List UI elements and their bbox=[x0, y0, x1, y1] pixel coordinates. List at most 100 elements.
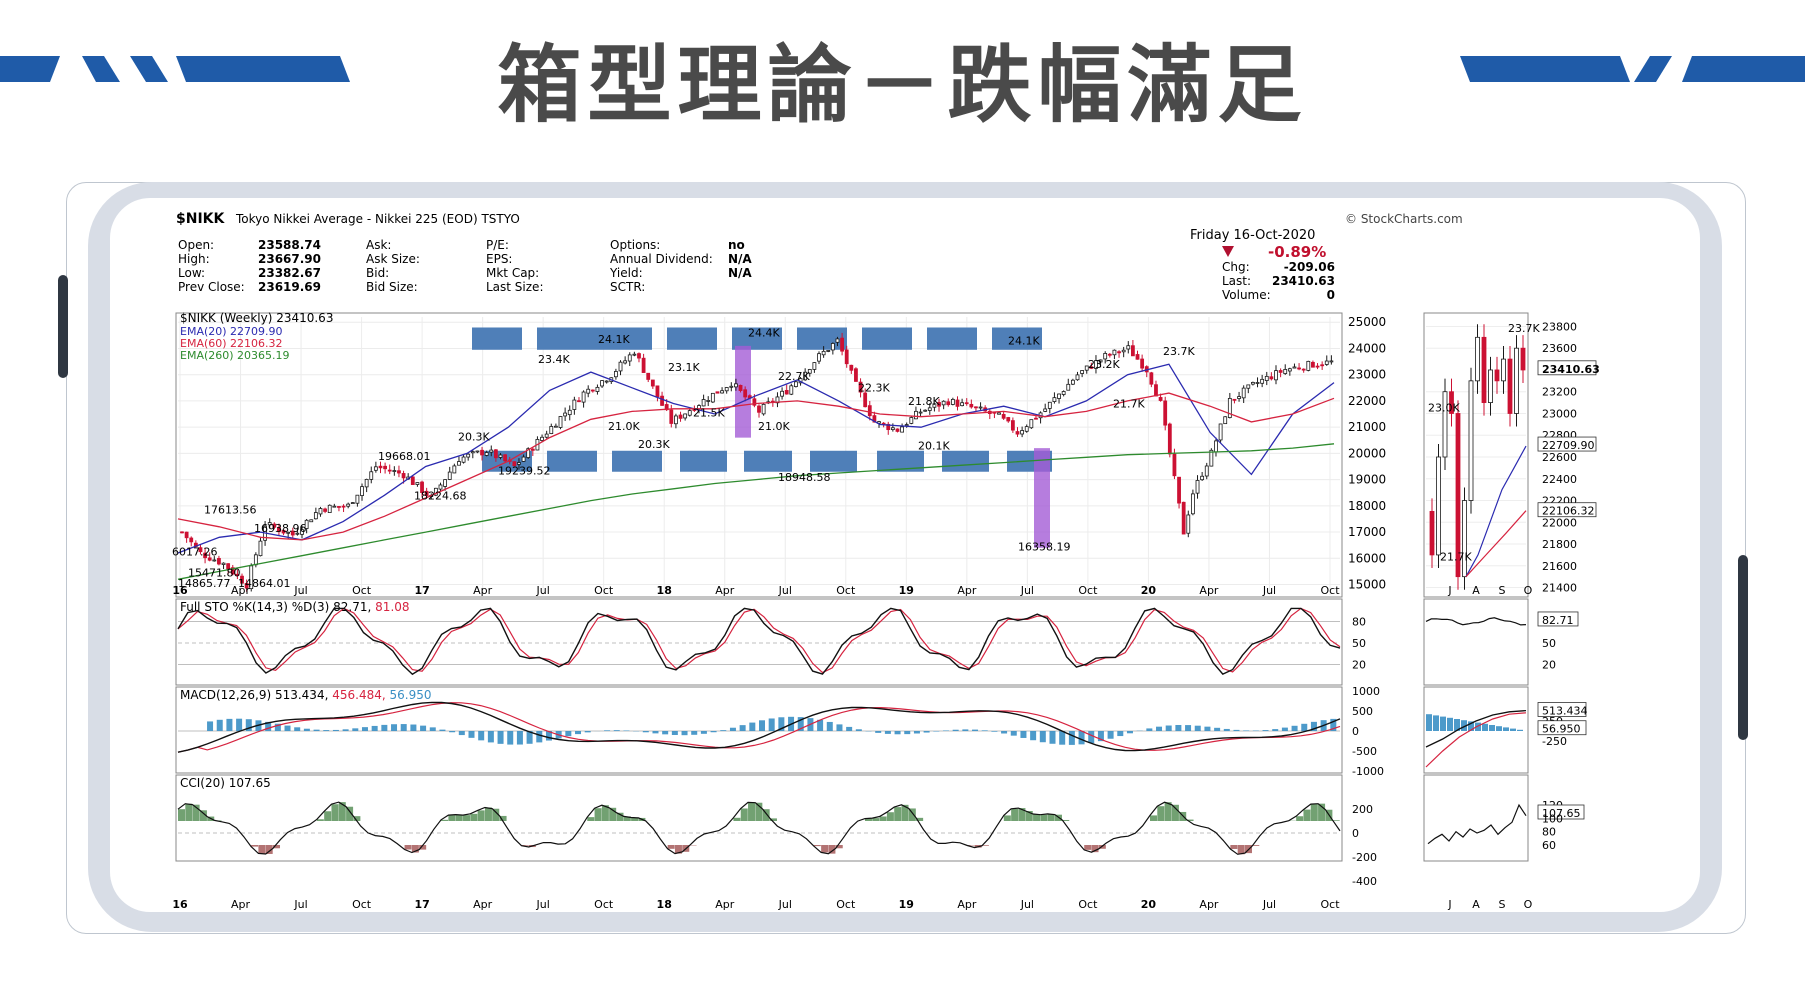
candle-body bbox=[466, 453, 471, 458]
price-annotation: 21.0K bbox=[608, 420, 640, 433]
macd-histogram-bar bbox=[1214, 727, 1221, 731]
cci-fill-positive bbox=[733, 817, 741, 821]
daily-macd-badge bbox=[1537, 702, 1587, 717]
candle-body bbox=[1214, 440, 1218, 453]
candle-body bbox=[590, 389, 595, 392]
cci-fill-positive bbox=[1296, 816, 1304, 821]
candle-body bbox=[724, 387, 729, 392]
candle-body bbox=[1177, 476, 1181, 504]
x-tick-label: Jul bbox=[1262, 584, 1276, 597]
cci-fill-negative bbox=[674, 845, 682, 854]
macd-y-label: -500 bbox=[1352, 745, 1377, 758]
macd-histogram-bar bbox=[846, 726, 853, 731]
candle-body bbox=[789, 385, 794, 395]
x-tick-label: 16 bbox=[172, 898, 188, 911]
weekly-candles bbox=[180, 332, 1334, 592]
support-box bbox=[612, 450, 662, 472]
price-annotation: 21.5K bbox=[693, 407, 725, 420]
chart-name: Tokyo Nikkei Average - Nikkei 225 (EOD) … bbox=[235, 212, 520, 226]
candle-body bbox=[346, 503, 351, 507]
macd-histogram-bar bbox=[565, 731, 572, 737]
support-box bbox=[810, 450, 857, 472]
candle-body bbox=[1140, 358, 1145, 369]
price-annotation: 17613.56 bbox=[204, 504, 257, 517]
candle-body bbox=[1264, 375, 1269, 381]
candle-body bbox=[493, 449, 498, 459]
macd-histogram-bar bbox=[1078, 731, 1085, 745]
macd-histogram-bar bbox=[1291, 725, 1298, 731]
candle-body bbox=[244, 583, 249, 589]
daily-cci-line bbox=[1427, 803, 1527, 845]
macd-histogram-bar bbox=[207, 721, 214, 731]
candle-body bbox=[1163, 400, 1168, 426]
cci-fill-positive bbox=[1033, 814, 1041, 821]
cci-fill-positive bbox=[755, 802, 763, 821]
x-tick-label: Apr bbox=[473, 898, 493, 911]
cci-fill-positive bbox=[1018, 808, 1026, 821]
left-side-bar bbox=[58, 275, 68, 378]
candle-body bbox=[886, 423, 891, 431]
candle-body bbox=[614, 371, 618, 378]
candle-body bbox=[946, 401, 951, 406]
candle-body bbox=[498, 454, 503, 458]
x-tick-label: Jul bbox=[293, 898, 307, 911]
candle-body bbox=[914, 410, 918, 420]
macd-histogram-bar bbox=[1194, 725, 1201, 731]
candle-body bbox=[1274, 370, 1278, 381]
daily-y-tick: 22000 bbox=[1542, 516, 1577, 529]
daily-macd-bar bbox=[1433, 715, 1439, 731]
candle-body bbox=[826, 350, 831, 352]
macd-histogram-bar bbox=[1301, 723, 1308, 731]
macd-histogram-bar bbox=[526, 731, 533, 744]
macd-histogram-bar bbox=[604, 730, 611, 731]
macd-histogram-bar bbox=[1330, 718, 1337, 731]
candle-body bbox=[503, 454, 508, 462]
daily-sto-k bbox=[1425, 617, 1527, 626]
daily-annotation: 23.0K bbox=[1428, 401, 1460, 414]
daily-y-tick: 23600 bbox=[1542, 342, 1577, 355]
daily-indicators: 82.715020513.43425056.950-250120107.6510… bbox=[1425, 611, 1588, 852]
candle-body bbox=[1066, 383, 1071, 391]
price-annotation: 20.1K bbox=[918, 439, 950, 452]
header-field-value: 23667.90 bbox=[258, 252, 321, 266]
daily-macd-y-label: 56.950 bbox=[1542, 723, 1581, 736]
candle-body bbox=[373, 466, 378, 471]
candle-body bbox=[1191, 493, 1195, 515]
x-tick-label: Oct bbox=[352, 584, 372, 597]
macd-histogram-bar bbox=[875, 731, 882, 733]
candle-body bbox=[350, 502, 355, 505]
candle-body bbox=[646, 372, 651, 380]
header-field-label: Ask: bbox=[366, 238, 391, 252]
cci-fill-positive bbox=[616, 812, 624, 821]
candle-body bbox=[720, 390, 724, 394]
x-tick-label: Oct bbox=[1320, 898, 1340, 911]
cci-y-label: 0 bbox=[1352, 827, 1359, 840]
daily-y-badge bbox=[1537, 502, 1597, 518]
y-tick-label: 15000 bbox=[1348, 578, 1386, 592]
candle-body bbox=[1227, 398, 1232, 418]
price-annotation: 14864.01 bbox=[238, 577, 291, 590]
candle-body bbox=[1130, 345, 1135, 357]
candle-body bbox=[253, 554, 258, 566]
y-tick-label: 16000 bbox=[1348, 551, 1386, 565]
highlight-bar bbox=[735, 345, 751, 438]
daily-macd-y-label: 513.434 bbox=[1542, 704, 1588, 717]
candle-body bbox=[300, 529, 304, 535]
price-annotation: 19668.01 bbox=[378, 450, 431, 463]
cci-fill-positive bbox=[872, 818, 880, 821]
daily-cci-y-label: 60 bbox=[1542, 839, 1556, 852]
candle-body bbox=[1269, 376, 1274, 380]
macd-histogram-bar bbox=[972, 729, 979, 731]
candle-body bbox=[872, 415, 877, 423]
candle-body bbox=[960, 402, 965, 407]
candle-body bbox=[1306, 360, 1311, 371]
candle-body bbox=[641, 357, 646, 373]
header-field-value: 23410.63 bbox=[1272, 274, 1335, 288]
macd-histogram-bar bbox=[1243, 730, 1250, 731]
daily-cci-y-label: 100 bbox=[1542, 812, 1563, 825]
candle-body bbox=[295, 532, 300, 535]
candle-body bbox=[1080, 370, 1085, 374]
cci-fill-positive bbox=[631, 817, 639, 821]
macd-histogram-bar bbox=[545, 731, 552, 741]
y-tick-label: 22000 bbox=[1348, 394, 1386, 408]
